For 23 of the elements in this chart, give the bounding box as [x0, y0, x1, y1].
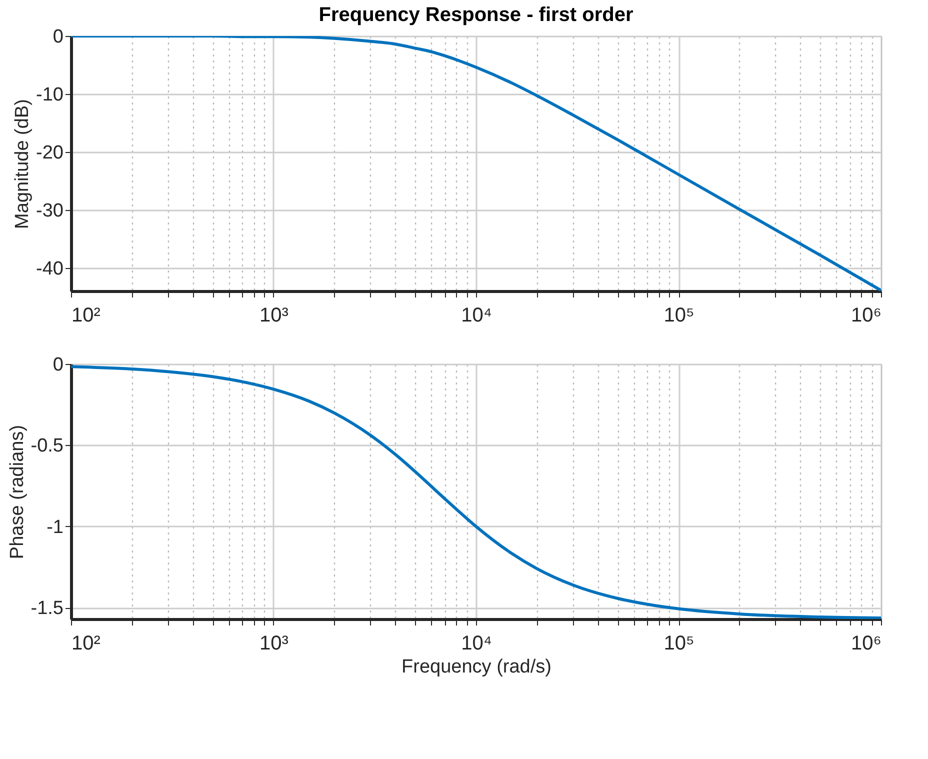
y-tick-label: -40: [36, 258, 64, 280]
x-tick-label: 10⁵: [664, 632, 694, 654]
y-tick-label: -10: [36, 84, 64, 106]
y-tick-label: -0.5: [30, 436, 64, 457]
x-tick-label: 10⁵: [664, 304, 694, 326]
y-axis-title: Magnitude (dB): [12, 99, 34, 229]
y-tick-label: 0: [52, 26, 64, 48]
x-tick-label: 10⁶: [851, 304, 882, 326]
y-tick-label: -1: [46, 516, 64, 538]
x-tick-label: 10⁴: [461, 304, 492, 326]
y-tick-label: -30: [36, 200, 64, 222]
x-tick-label: 10³: [260, 304, 289, 326]
x-tick-label: 10²: [72, 304, 101, 326]
chart-title: Frequency Response - first order: [318, 4, 634, 26]
x-tick-label: 10²: [72, 632, 101, 654]
y-tick-label: 0: [52, 354, 64, 376]
x-axis-title: Frequency (rad/s): [402, 656, 552, 678]
y-axis-title: Phase (radians): [6, 424, 28, 560]
y-tick-label: -20: [36, 142, 64, 164]
y-tick-label: -1.5: [30, 598, 64, 620]
x-tick-label: 10⁴: [461, 632, 492, 654]
x-tick-label: 10³: [260, 632, 289, 654]
x-tick-label: 10⁶: [851, 632, 882, 654]
